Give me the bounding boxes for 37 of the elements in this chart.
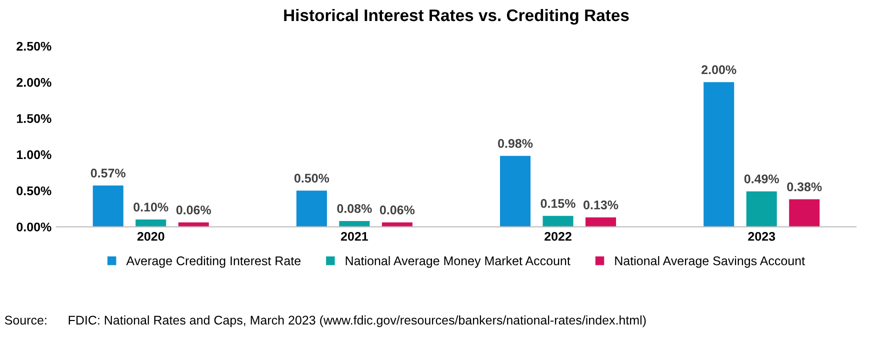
data-label: 0.13% <box>584 200 618 210</box>
text: FDIC: National Rates and Caps, March 2023 (www.fdic.gov/resources/bankers/national-rates/index.html) <box>68 315 646 328</box>
bar <box>542 216 574 227</box>
data-label: 0.38% <box>787 182 822 192</box>
y-tick-label: 1.50% <box>16 114 52 123</box>
legend-label: National Average Money Market Account <box>346 256 570 268</box>
bar <box>746 191 777 227</box>
legend-label: Average Crediting Interest Rate <box>126 256 301 268</box>
data-label: 0.57% <box>90 168 126 178</box>
x-tick-label: 2022 <box>544 232 572 241</box>
data-label: 0.06% <box>380 206 415 214</box>
data-label: 0.49% <box>744 174 779 184</box>
data-label: 0.06% <box>176 206 211 214</box>
data-label: 0.50% <box>294 174 330 183</box>
source-note: Source: <box>4 316 46 325</box>
x-tick-label: 2023 <box>748 232 776 241</box>
y-tick-label: 1.00% <box>16 150 52 160</box>
bar <box>704 82 734 227</box>
bar <box>789 199 820 227</box>
legend-label: National Average Savings Account <box>615 256 805 268</box>
data-label: 0.10% <box>134 202 168 212</box>
x-tick-label: 2020 <box>137 232 164 241</box>
bar <box>92 186 124 227</box>
y-tick-label: 0.50% <box>16 186 52 196</box>
y-tick-label: 2.50% <box>16 42 52 51</box>
data-label: 0.98% <box>498 139 533 148</box>
y-tick-label: 0.00% <box>16 222 52 232</box>
bar <box>136 220 166 227</box>
data-label: 2.00% <box>702 65 736 74</box>
bar <box>500 156 531 227</box>
data-label: 0.08% <box>337 204 372 213</box>
x-tick-label: 2021 <box>340 232 368 241</box>
bar <box>296 190 327 227</box>
bar <box>586 217 616 227</box>
chart-title: Historical Interest Rates vs. Crediting Rates <box>284 8 629 25</box>
y-tick-label: 2.00% <box>16 78 52 87</box>
data-label: 0.15% <box>540 199 576 208</box>
